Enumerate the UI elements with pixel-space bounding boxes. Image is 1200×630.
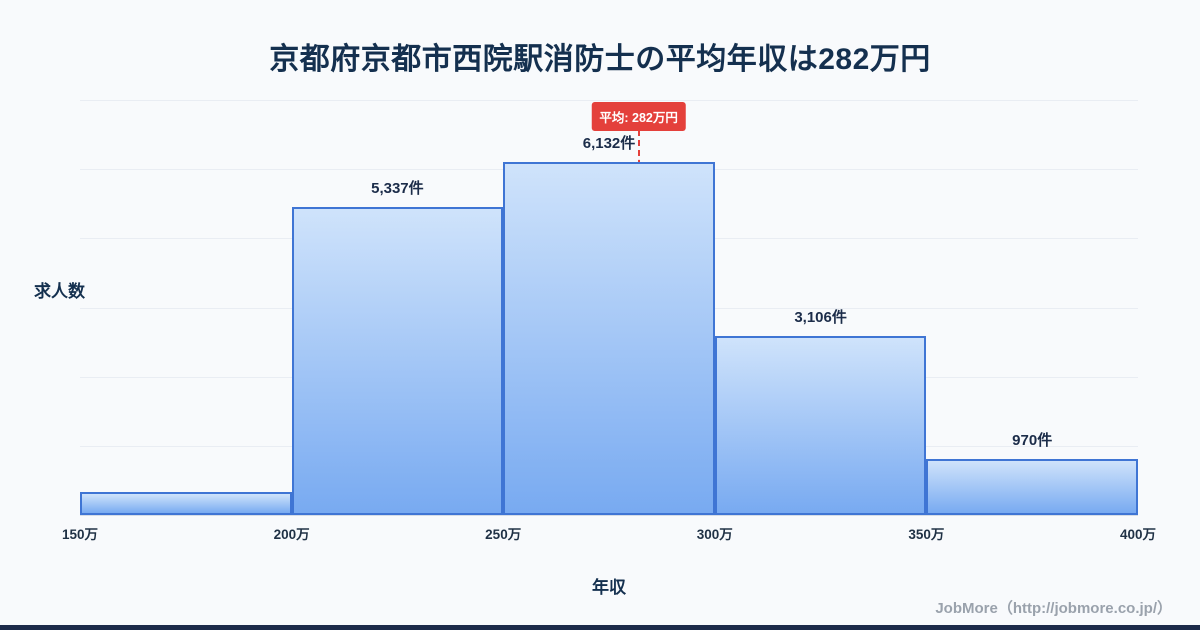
page-title: 京都府京都市西院駅消防士の平均年収は282万円 (269, 43, 931, 76)
bottom-accent-bar (0, 625, 1200, 630)
x-axis-label: 年収 (592, 578, 626, 597)
x-tick-label: 400万 (1119, 527, 1157, 542)
bar-value-label: 6,132件 (582, 134, 636, 152)
x-tick-label: 350万 (908, 527, 945, 542)
bar-value-label: 5,337件 (371, 180, 424, 198)
bar-value-label: 3,106件 (794, 308, 847, 326)
histogram-bar (80, 491, 292, 515)
histogram-bar (926, 459, 1138, 515)
y-axis-label: 求人数 (34, 282, 85, 301)
histogram-bar (291, 207, 504, 515)
bar-value-label: 970件 (1012, 432, 1053, 450)
gridline (80, 100, 1138, 101)
plot-area: 平均: 282万円 5,337件 6,132件 3,106件 970件 (80, 100, 1138, 516)
gridline (80, 515, 1138, 516)
x-axis-ticks: 150万 200万 250万 300万 350万 400万 (62, 523, 1156, 543)
x-tick-label: 150万 (61, 527, 99, 542)
x-tick-label: 200万 (273, 527, 310, 542)
histogram-bar (714, 335, 927, 515)
footer-credit: JobMore（http://jobmore.co.jp/） (935, 600, 1172, 617)
x-tick-label: 300万 (696, 527, 733, 542)
x-tick-label: 250万 (485, 527, 522, 542)
average-badge: 平均: 282万円 (591, 102, 686, 131)
histogram-bar (503, 161, 715, 515)
